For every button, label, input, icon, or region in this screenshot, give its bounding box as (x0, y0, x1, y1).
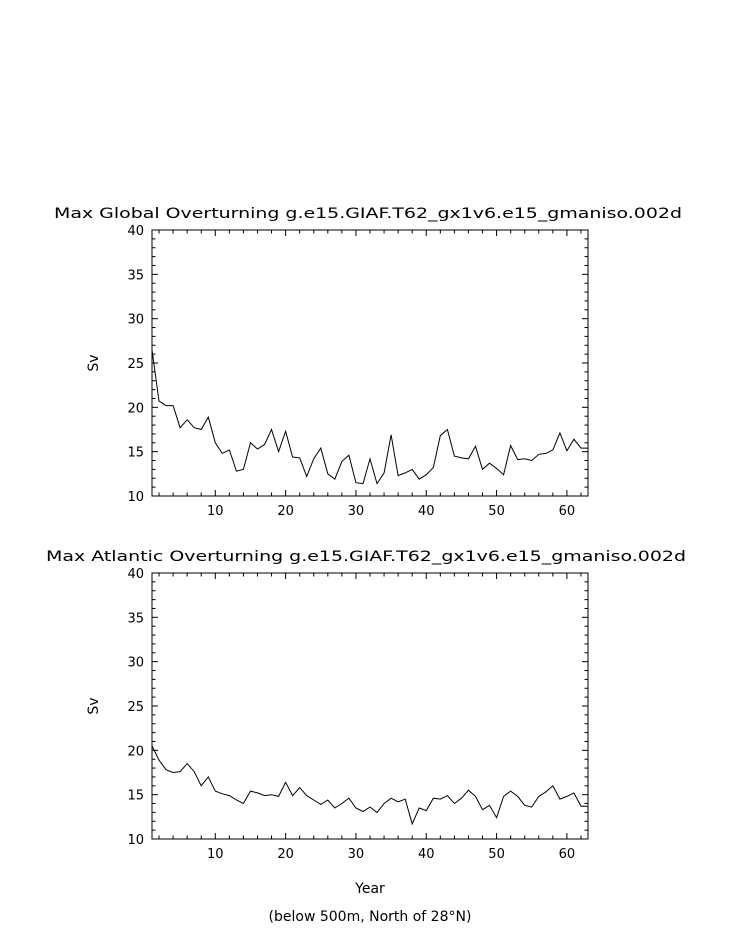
global-panel-title: Max Global Overturning g.e15.GIAF.T62_gx… (54, 206, 682, 222)
x-axis-label: Year (354, 881, 385, 897)
y-tick-label: 15 (127, 446, 144, 461)
y-tick-label: 20 (127, 401, 144, 416)
y-tick-label: 35 (127, 611, 144, 626)
x-tick-label: 20 (277, 847, 294, 862)
y-tick-label: 10 (127, 490, 144, 505)
y-tick-label: 25 (127, 700, 144, 715)
x-tick-label: 60 (559, 847, 576, 862)
global-overturning-panel: Max Global Overturning g.e15.GIAF.T62_gx… (54, 206, 682, 519)
atlantic-y-axis-label: Sv (86, 697, 102, 714)
x-tick-label: 30 (348, 847, 365, 862)
x-tick-label: 50 (488, 847, 505, 862)
atlantic-panel-title: Max Atlantic Overturning g.e15.GIAF.T62_… (46, 549, 686, 565)
y-tick-label: 15 (127, 789, 144, 804)
y-tick-label: 40 (127, 567, 144, 582)
global-plot-frame (151, 229, 589, 497)
y-tick-label: 40 (127, 224, 144, 239)
y-tick-label: 30 (127, 313, 144, 328)
global-tick-labels: 10 20 30 40 50 60 10 15 20 25 30 35 40 (127, 224, 575, 519)
global-overturning-series-line (151, 349, 588, 485)
y-tick-label: 35 (127, 268, 144, 283)
x-tick-label: 60 (559, 504, 576, 519)
global-y-axis-label: Sv (86, 354, 102, 371)
x-tick-label: 10 (207, 847, 224, 862)
y-tick-label: 10 (127, 833, 144, 848)
global-ticks (152, 230, 588, 496)
x-tick-label: 50 (488, 504, 505, 519)
x-tick-label: 30 (348, 504, 365, 519)
atlantic-overturning-series-line (151, 745, 588, 826)
x-tick-label: 10 (207, 504, 224, 519)
y-tick-label: 20 (127, 744, 144, 759)
y-tick-label: 25 (127, 357, 144, 372)
figure-caption: (below 500m, North of 28°N) (269, 909, 472, 925)
x-tick-label: 40 (418, 847, 435, 862)
y-tick-label: 30 (127, 656, 144, 671)
x-tick-label: 20 (277, 504, 294, 519)
atlantic-plot-frame (151, 572, 589, 840)
x-tick-label: 40 (418, 504, 435, 519)
atlantic-overturning-panel: Max Atlantic Overturning g.e15.GIAF.T62_… (46, 549, 686, 925)
atlantic-tick-labels: 10 20 30 40 50 60 10 15 20 25 30 35 40 (127, 567, 575, 862)
atlantic-ticks (152, 573, 588, 839)
